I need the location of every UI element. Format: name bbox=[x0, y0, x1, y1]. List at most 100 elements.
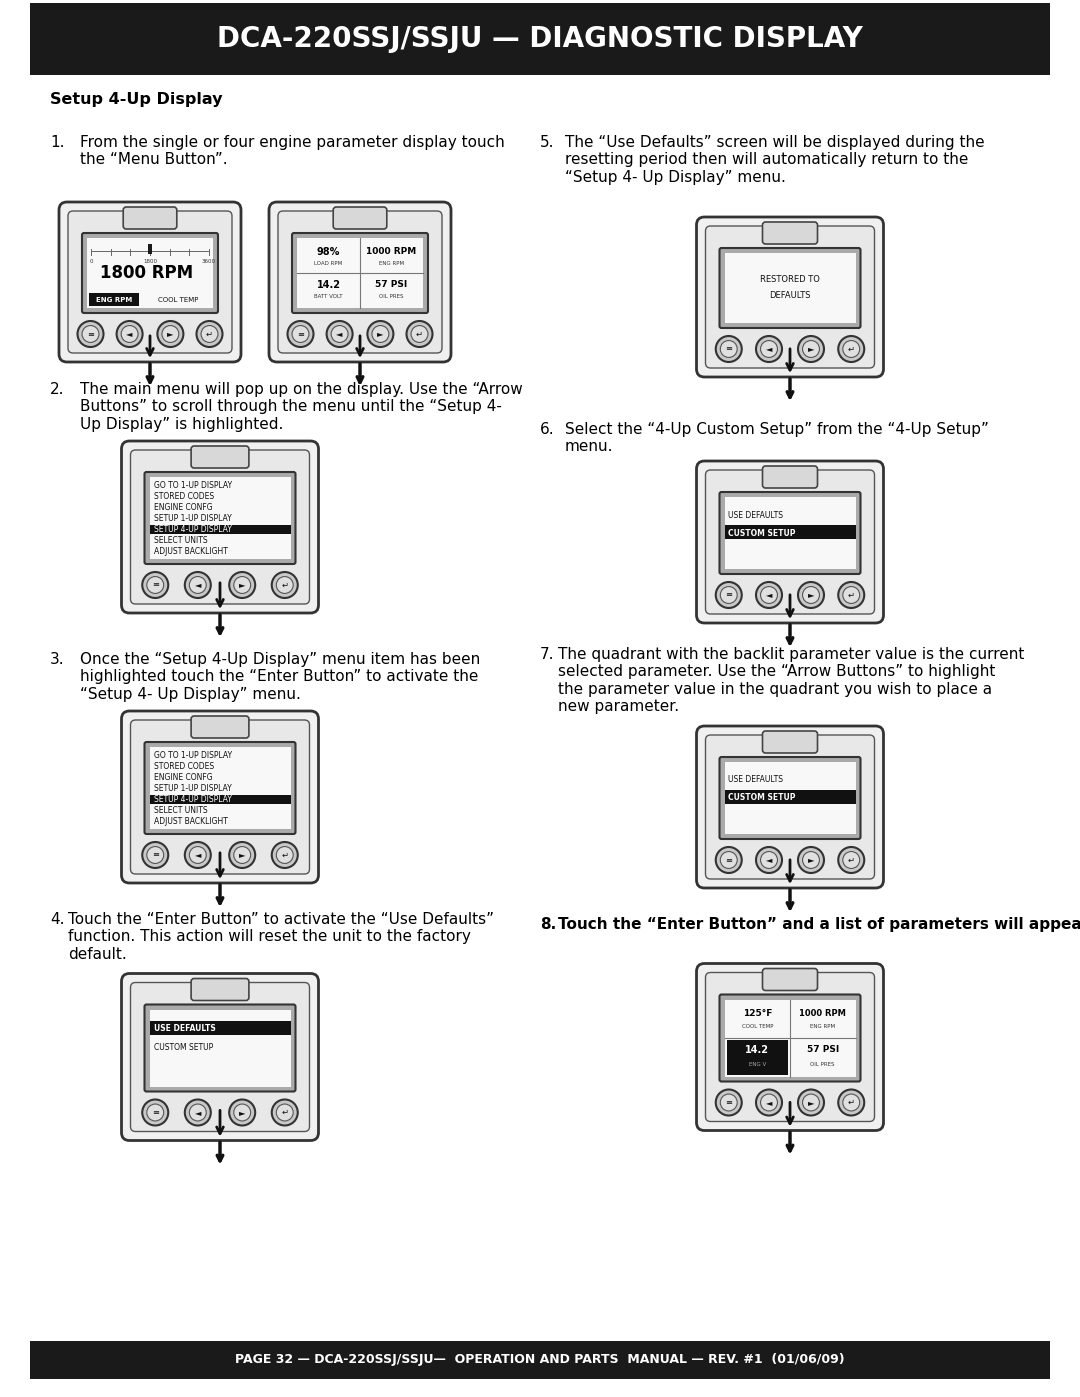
Circle shape bbox=[802, 341, 820, 358]
Text: ◄: ◄ bbox=[766, 855, 772, 865]
Circle shape bbox=[287, 321, 313, 346]
Text: ENG RPM: ENG RPM bbox=[96, 296, 133, 303]
Text: SETUP 4-UP DISPLAY: SETUP 4-UP DISPLAY bbox=[153, 525, 231, 534]
Text: 14.2: 14.2 bbox=[316, 279, 340, 291]
Circle shape bbox=[760, 341, 778, 358]
Bar bbox=[725, 497, 855, 569]
Text: 1800: 1800 bbox=[143, 258, 157, 264]
Circle shape bbox=[798, 1090, 824, 1115]
Bar bbox=[149, 525, 291, 534]
Text: GO TO 1-UP DISPLAY: GO TO 1-UP DISPLAY bbox=[153, 481, 231, 490]
Text: ►: ► bbox=[239, 581, 245, 590]
Text: DEFAULTS: DEFAULTS bbox=[769, 291, 811, 299]
Text: ≡: ≡ bbox=[152, 1108, 159, 1118]
Text: ►: ► bbox=[239, 1108, 245, 1118]
Text: ENGINE CONFG: ENGINE CONFG bbox=[153, 503, 212, 513]
Circle shape bbox=[756, 583, 782, 608]
FancyBboxPatch shape bbox=[82, 233, 218, 313]
FancyBboxPatch shape bbox=[269, 203, 451, 362]
Circle shape bbox=[798, 337, 824, 362]
Bar bbox=[297, 237, 423, 307]
Circle shape bbox=[842, 1094, 860, 1111]
FancyBboxPatch shape bbox=[697, 217, 883, 377]
Text: 98%: 98% bbox=[316, 247, 340, 257]
Text: CUSTOM SETUP: CUSTOM SETUP bbox=[153, 1044, 213, 1052]
Circle shape bbox=[233, 1104, 251, 1120]
Text: ◄: ◄ bbox=[126, 330, 133, 338]
Text: ADJUST BACKLIGHT: ADJUST BACKLIGHT bbox=[153, 817, 228, 826]
Bar bbox=[725, 525, 855, 539]
Text: ↵: ↵ bbox=[848, 855, 854, 865]
Text: ↵: ↵ bbox=[848, 591, 854, 599]
Text: SELECT UNITS: SELECT UNITS bbox=[153, 536, 207, 545]
Text: COOL TEMP: COOL TEMP bbox=[158, 296, 199, 303]
Circle shape bbox=[838, 847, 864, 873]
Text: BATT VOLT: BATT VOLT bbox=[314, 295, 342, 299]
Circle shape bbox=[756, 847, 782, 873]
Text: Touch the “Enter Button” and a list of parameters will appear.: Touch the “Enter Button” and a list of p… bbox=[558, 916, 1080, 932]
Text: USE DEFAULTS: USE DEFAULTS bbox=[729, 775, 783, 785]
Circle shape bbox=[838, 337, 864, 362]
Text: GO TO 1-UP DISPLAY: GO TO 1-UP DISPLAY bbox=[153, 752, 231, 760]
Circle shape bbox=[716, 847, 742, 873]
Text: ►: ► bbox=[167, 330, 174, 338]
Circle shape bbox=[189, 847, 206, 863]
Circle shape bbox=[189, 577, 206, 594]
Circle shape bbox=[276, 847, 293, 863]
FancyBboxPatch shape bbox=[59, 203, 241, 362]
Text: 14.2: 14.2 bbox=[745, 1045, 769, 1055]
FancyBboxPatch shape bbox=[121, 441, 319, 613]
Circle shape bbox=[716, 337, 742, 362]
Circle shape bbox=[233, 847, 251, 863]
Text: Once the “Setup 4-Up Display” menu item has been
highlighted touch the “Enter Bu: Once the “Setup 4-Up Display” menu item … bbox=[80, 652, 481, 701]
Circle shape bbox=[720, 341, 738, 358]
Circle shape bbox=[229, 842, 255, 868]
Circle shape bbox=[842, 341, 860, 358]
Text: 1.: 1. bbox=[50, 136, 65, 149]
FancyBboxPatch shape bbox=[762, 968, 818, 990]
Bar bbox=[148, 243, 152, 254]
Circle shape bbox=[756, 337, 782, 362]
FancyBboxPatch shape bbox=[697, 726, 883, 888]
Circle shape bbox=[185, 571, 211, 598]
Circle shape bbox=[185, 842, 211, 868]
Text: ↵: ↵ bbox=[281, 1108, 288, 1118]
Circle shape bbox=[78, 321, 104, 346]
Text: The “Use Defaults” screen will be displayed during the
resetting period then wil: The “Use Defaults” screen will be displa… bbox=[565, 136, 985, 184]
FancyBboxPatch shape bbox=[278, 211, 442, 353]
Circle shape bbox=[185, 1099, 211, 1126]
Text: ►: ► bbox=[808, 345, 814, 353]
Circle shape bbox=[760, 587, 778, 604]
Text: ADJUST BACKLIGHT: ADJUST BACKLIGHT bbox=[153, 546, 228, 556]
FancyBboxPatch shape bbox=[145, 472, 296, 564]
Text: STORED CODES: STORED CODES bbox=[153, 763, 214, 771]
Text: ↵: ↵ bbox=[848, 1098, 854, 1106]
Text: ◄: ◄ bbox=[336, 330, 342, 338]
FancyBboxPatch shape bbox=[292, 233, 428, 313]
Circle shape bbox=[147, 847, 164, 863]
FancyBboxPatch shape bbox=[719, 995, 861, 1081]
FancyBboxPatch shape bbox=[123, 207, 177, 229]
Bar bbox=[87, 237, 213, 307]
Circle shape bbox=[760, 852, 778, 869]
Text: LOAD RPM: LOAD RPM bbox=[314, 261, 342, 267]
Text: DCA-220SSJ/SSJU — DIAGNOSTIC DISPLAY: DCA-220SSJ/SSJU — DIAGNOSTIC DISPLAY bbox=[217, 25, 863, 53]
Circle shape bbox=[802, 587, 820, 604]
Text: ◄: ◄ bbox=[194, 581, 201, 590]
Circle shape bbox=[276, 577, 293, 594]
Circle shape bbox=[82, 326, 99, 342]
Circle shape bbox=[158, 321, 184, 346]
Circle shape bbox=[720, 587, 738, 604]
Circle shape bbox=[720, 852, 738, 869]
Text: STORED CODES: STORED CODES bbox=[153, 492, 214, 502]
Text: ≡: ≡ bbox=[726, 855, 732, 865]
FancyBboxPatch shape bbox=[705, 469, 875, 615]
Text: Setup 4-Up Display: Setup 4-Up Display bbox=[50, 92, 222, 108]
FancyBboxPatch shape bbox=[762, 222, 818, 244]
Text: OIL PRES: OIL PRES bbox=[810, 1063, 835, 1067]
Text: SELECT UNITS: SELECT UNITS bbox=[153, 806, 207, 814]
Circle shape bbox=[411, 326, 428, 342]
Text: ◄: ◄ bbox=[194, 851, 201, 859]
Text: 2.: 2. bbox=[50, 381, 65, 397]
Circle shape bbox=[760, 1094, 778, 1111]
